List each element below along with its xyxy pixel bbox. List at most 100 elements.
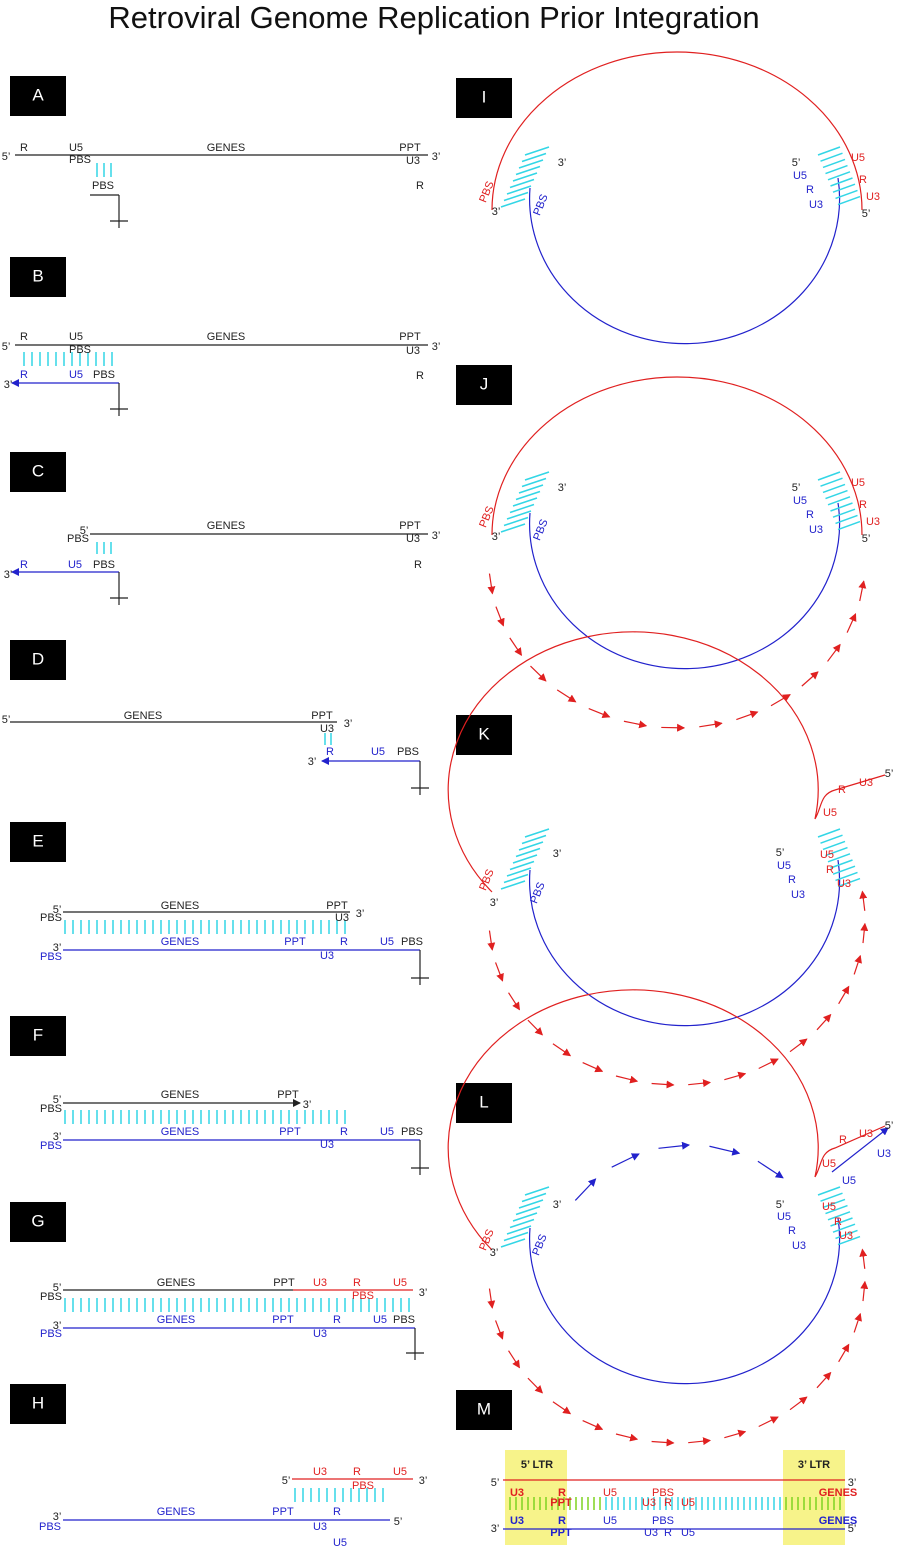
segment-label: R: [806, 184, 814, 196]
strand: [509, 1218, 535, 1229]
arrow: [582, 1420, 604, 1431]
panel-letter: J: [480, 374, 489, 393]
dna-strand: [528, 859, 841, 1027]
segment-label: R: [416, 370, 424, 382]
strand: [506, 510, 532, 520]
segment-label: 5’: [792, 157, 801, 169]
panel-letter: K: [478, 724, 490, 743]
segment-label: PPT: [326, 900, 348, 912]
panel-badge: [10, 257, 66, 297]
segment-label: PBS: [69, 344, 91, 356]
segment-label: 3’: [419, 1287, 428, 1299]
segment-label: GENES: [157, 1314, 196, 1326]
segment-label: R: [353, 1277, 361, 1289]
strand: [835, 1229, 858, 1240]
segment-label: 3’: [432, 151, 441, 163]
dna-strand: [528, 177, 841, 345]
segment-label: U5: [380, 1126, 394, 1138]
arrow: [838, 1343, 850, 1363]
strand: [820, 152, 843, 162]
arrow: [789, 1038, 808, 1053]
segment-label: 3’: [53, 1511, 62, 1523]
segment-label: R: [20, 559, 28, 571]
segment-label: PBS: [39, 1521, 61, 1533]
strand: [521, 477, 547, 488]
segment-label: 3’: [53, 1131, 62, 1143]
segment-label: PPT: [284, 936, 306, 948]
arrow: [770, 694, 791, 707]
segment-label: U3: [837, 878, 851, 890]
arrow: [615, 1075, 639, 1084]
strand: [832, 183, 856, 193]
segment-label: U3: [866, 516, 880, 528]
segment-label: R: [859, 499, 867, 511]
strand: [518, 1199, 544, 1209]
panel-letter: B: [32, 266, 43, 285]
strand: [506, 867, 532, 877]
segment-label: U3: [644, 1527, 658, 1539]
segment-label: 5’: [885, 1120, 894, 1132]
panel-badge: [10, 822, 66, 862]
strand: [512, 497, 538, 507]
arrow: [853, 954, 862, 975]
strand: [506, 185, 532, 195]
segment-label: U3: [859, 777, 873, 789]
segment-label: 5’: [862, 208, 871, 220]
segment-label: 3’: [553, 848, 562, 860]
arrow: [846, 613, 857, 633]
strand: [820, 834, 843, 844]
segment-label: R: [839, 1134, 847, 1146]
strand: [837, 195, 861, 206]
arrow: [495, 606, 505, 627]
arrow: [527, 1019, 544, 1036]
segment-label: 3’: [432, 530, 441, 542]
arrow: [651, 1438, 675, 1447]
arrow: [758, 1058, 779, 1070]
segment-label: GENES: [161, 1089, 200, 1101]
strand: [832, 865, 856, 875]
rna-strand: [491, 51, 863, 211]
segment-label: GENES: [207, 331, 246, 343]
segment-label: PPT: [399, 331, 421, 343]
strand: [500, 198, 526, 208]
segment-label: U5: [851, 152, 865, 164]
segment-label: R: [416, 180, 424, 192]
segment-label: PBS: [652, 1515, 674, 1527]
panel-letter: F: [33, 1025, 43, 1044]
segment-label: U5: [823, 807, 837, 819]
rna-strand: [491, 376, 863, 536]
segment-label: PPT: [272, 1506, 294, 1518]
segment-label: U5: [371, 746, 385, 758]
strand: [515, 165, 541, 176]
segment-label: 5’: [885, 768, 894, 780]
segment-label: R: [326, 746, 334, 758]
arrow: [859, 1248, 868, 1269]
segment-label: 3’: [4, 569, 13, 581]
segment-label: PPT: [279, 1126, 301, 1138]
strand: [825, 846, 848, 857]
segment-label: U3: [406, 345, 420, 357]
segment-label: PBS: [531, 518, 550, 543]
segment-label: U5: [842, 1175, 856, 1187]
panel-letter: I: [482, 87, 487, 106]
arrow: [623, 720, 648, 729]
segment-label: U5: [777, 1211, 791, 1223]
strand: [524, 471, 550, 481]
segment-label: U3: [877, 1148, 891, 1160]
arrow: [831, 1127, 889, 1173]
segment-label: 3’: [553, 1199, 562, 1211]
segment-label: 3’: [558, 482, 567, 494]
strand: [822, 1198, 846, 1209]
arrow: [688, 1079, 712, 1088]
segment-label: U3: [859, 1128, 873, 1140]
strand: [500, 1238, 526, 1248]
strand: [825, 1204, 848, 1215]
arrow: [611, 1153, 640, 1168]
arrow: [527, 1377, 544, 1394]
arrow: [709, 1145, 741, 1156]
segment-label: PPT: [550, 1527, 572, 1539]
panel-badge: [10, 1384, 66, 1424]
panel-letter: E: [32, 831, 43, 850]
segment-label: U3: [406, 533, 420, 545]
panel-badge: [10, 1016, 66, 1056]
